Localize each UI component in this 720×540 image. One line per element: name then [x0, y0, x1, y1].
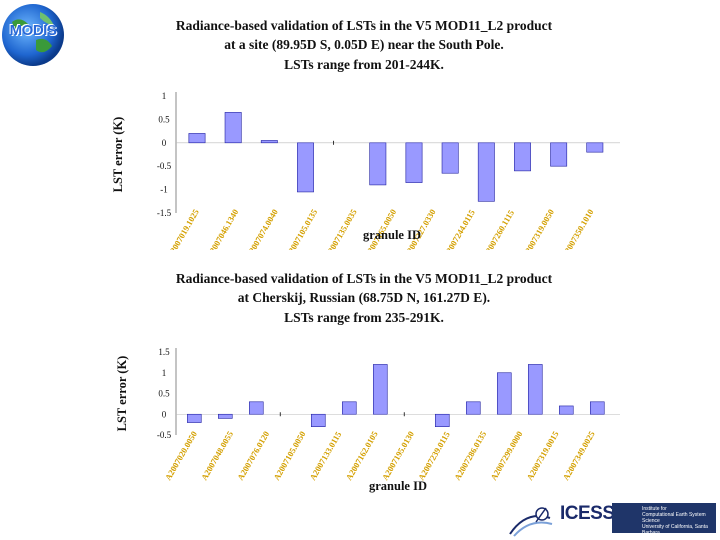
chart-cherskij: Radiance-based validation of LSTs in the…	[115, 271, 620, 493]
y-tick-label: 0.5	[158, 389, 170, 399]
bar	[310, 413, 326, 427]
bar	[477, 142, 495, 202]
bar	[224, 112, 242, 144]
y-axis-label: LST error (K)	[111, 117, 125, 193]
bar	[260, 140, 278, 144]
icess-logo-graphic	[509, 507, 553, 537]
chart-south-pole: Radiance-based validation of LSTs in the…	[111, 18, 620, 250]
y-tick-label: 0	[162, 138, 167, 148]
modis-logo-text: MODIS	[9, 22, 57, 39]
bar	[465, 401, 481, 415]
institute-line: University of California, Santa Barbara	[642, 524, 708, 536]
bar	[188, 133, 206, 144]
x-tick-label: A2007133.0115	[307, 430, 343, 482]
x-tick-label: A2007260.1115	[480, 208, 516, 250]
bar	[496, 372, 512, 415]
chart-title-line: Radiance-based validation of LSTs in the…	[176, 18, 553, 33]
y-tick-label: 0	[162, 409, 167, 419]
chart-title-line: LSTs range from 201-244K.	[284, 57, 444, 72]
chart-title-line: Radiance-based validation of LSTs in the…	[176, 271, 553, 286]
bar	[441, 142, 459, 174]
icess-brand: ICESS	[560, 503, 615, 524]
bar	[218, 413, 233, 419]
bar	[297, 142, 314, 193]
y-tick-label: -0.5	[157, 430, 172, 440]
institute-box: Institute for Computational Earth System…	[612, 503, 716, 536]
x-tick-label: A2007244.0115	[441, 208, 477, 250]
x-tick-label: A2007319.0015	[524, 429, 560, 482]
bar	[372, 364, 388, 415]
y-axis-label: LST error (K)	[115, 356, 129, 432]
y-tick-label: 1.5	[158, 347, 170, 357]
bar	[341, 401, 357, 415]
institute-line: Institute for	[642, 506, 667, 512]
bar	[369, 142, 387, 186]
x-tick-label: A2007195.0130	[380, 429, 416, 482]
x-tick-label: A2007162.0105	[344, 429, 380, 482]
chart-title-line: at Cherskij, Russian (68.75D N, 161.27D …	[238, 290, 490, 305]
x-axis-label: granule ID	[363, 228, 421, 242]
x-tick-label: A2007046.1340	[204, 207, 240, 250]
x-tick-label: A2007105.0135	[283, 207, 319, 250]
x-tick-label: A2007048.0055	[199, 429, 235, 482]
x-tick-label: A2007074.0040	[244, 207, 280, 250]
y-tick-label: 0.5	[158, 114, 170, 124]
x-tick-label: A2007349.0025	[561, 429, 597, 482]
bar	[249, 401, 264, 415]
bar	[514, 142, 531, 172]
y-tick-label: 1	[162, 368, 167, 378]
x-tick-label: A2007135.0035	[323, 207, 359, 250]
x-tick-label: A2007286.0135	[452, 429, 488, 482]
x-tick-label: A2007105.0050	[271, 429, 307, 482]
chart-title-line: LSTs range from 235-291K.	[284, 310, 444, 325]
x-tick-label: A2007239.0115	[416, 430, 452, 482]
y-tick-label: -0.5	[157, 161, 172, 171]
bar	[527, 364, 543, 415]
bar	[586, 142, 604, 153]
x-tick-label: A2007350.1010	[559, 207, 595, 250]
x-tick-label: A2007076.0120	[235, 429, 271, 482]
x-tick-label: A2007299.0000	[488, 429, 524, 482]
institute-line: Computational Earth System Science	[642, 512, 706, 524]
bar	[405, 142, 423, 183]
chart-title-line: at a site (89.95D S, 0.05D E) near the S…	[224, 37, 504, 52]
modis-logo	[2, 4, 64, 66]
x-tick-label: A2007319.0050	[520, 207, 556, 250]
bar	[434, 413, 450, 427]
x-axis-label: granule ID	[369, 479, 427, 493]
bar	[558, 405, 574, 415]
y-tick-label: -1	[160, 185, 168, 195]
y-tick-label: 1	[162, 91, 167, 101]
y-tick-label: -1.5	[157, 208, 172, 218]
bar	[187, 413, 202, 423]
bar	[589, 401, 605, 415]
bar	[550, 142, 568, 167]
